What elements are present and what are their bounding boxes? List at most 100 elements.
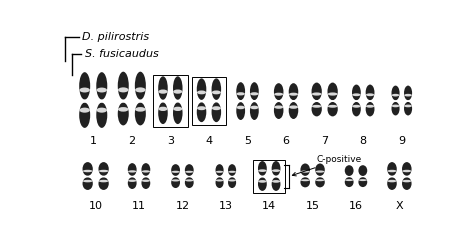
Ellipse shape (328, 92, 337, 96)
Ellipse shape (250, 82, 259, 100)
Ellipse shape (392, 94, 400, 97)
Ellipse shape (118, 100, 129, 102)
Ellipse shape (79, 103, 90, 128)
Ellipse shape (135, 100, 146, 102)
Ellipse shape (99, 177, 109, 190)
Ellipse shape (173, 76, 182, 100)
Text: 10: 10 (89, 200, 103, 210)
Ellipse shape (128, 177, 137, 189)
Ellipse shape (258, 161, 267, 176)
Ellipse shape (404, 105, 412, 107)
Ellipse shape (197, 78, 206, 100)
Ellipse shape (311, 102, 322, 116)
Ellipse shape (141, 177, 150, 189)
Ellipse shape (197, 100, 207, 102)
Ellipse shape (258, 180, 266, 183)
Ellipse shape (272, 180, 280, 183)
Ellipse shape (141, 163, 150, 176)
Ellipse shape (274, 102, 283, 119)
Ellipse shape (185, 179, 193, 182)
Ellipse shape (215, 176, 224, 177)
Ellipse shape (345, 165, 354, 176)
Ellipse shape (173, 89, 182, 94)
Ellipse shape (258, 176, 267, 177)
Ellipse shape (237, 106, 245, 109)
Ellipse shape (358, 177, 367, 187)
Text: 14: 14 (262, 200, 276, 210)
Ellipse shape (236, 102, 245, 120)
Ellipse shape (158, 107, 167, 111)
Ellipse shape (135, 72, 146, 100)
Ellipse shape (79, 72, 90, 100)
Text: S. fusicaudus: S. fusicaudus (85, 49, 159, 59)
Ellipse shape (345, 177, 354, 187)
Ellipse shape (128, 163, 137, 176)
Ellipse shape (387, 180, 397, 182)
Text: 9: 9 (398, 136, 405, 146)
Text: D. pilirostris: D. pilirostris (82, 32, 149, 42)
Ellipse shape (301, 163, 310, 176)
Ellipse shape (142, 180, 150, 182)
Text: 12: 12 (175, 200, 190, 210)
Ellipse shape (96, 72, 107, 100)
Ellipse shape (365, 102, 374, 116)
Ellipse shape (228, 176, 237, 177)
Ellipse shape (228, 179, 236, 182)
Ellipse shape (135, 107, 146, 112)
Ellipse shape (301, 171, 310, 173)
Ellipse shape (128, 180, 137, 182)
Ellipse shape (316, 179, 325, 181)
Ellipse shape (212, 106, 221, 110)
Ellipse shape (328, 83, 338, 100)
Ellipse shape (352, 105, 361, 108)
Text: C-positive: C-positive (292, 155, 362, 176)
Ellipse shape (228, 164, 236, 176)
Ellipse shape (387, 170, 397, 172)
Ellipse shape (99, 162, 109, 176)
Ellipse shape (99, 170, 109, 172)
Ellipse shape (173, 102, 182, 124)
Ellipse shape (250, 102, 259, 120)
Ellipse shape (172, 171, 180, 173)
Ellipse shape (118, 102, 129, 125)
Ellipse shape (80, 108, 90, 113)
Ellipse shape (185, 176, 194, 177)
Ellipse shape (171, 177, 180, 188)
Ellipse shape (345, 179, 353, 181)
Ellipse shape (387, 177, 397, 190)
Ellipse shape (272, 161, 281, 176)
Ellipse shape (258, 177, 267, 191)
Text: 13: 13 (219, 200, 233, 210)
Ellipse shape (118, 107, 128, 112)
Ellipse shape (365, 100, 374, 102)
Ellipse shape (216, 179, 223, 182)
Ellipse shape (312, 105, 321, 108)
Ellipse shape (387, 176, 397, 177)
Ellipse shape (118, 87, 128, 92)
Text: 4: 4 (205, 136, 212, 146)
Ellipse shape (212, 90, 221, 94)
Ellipse shape (315, 163, 325, 176)
Text: 2: 2 (128, 136, 136, 146)
Ellipse shape (216, 177, 224, 188)
Ellipse shape (96, 103, 107, 128)
Bar (153, 75, 188, 127)
Ellipse shape (272, 176, 281, 177)
Ellipse shape (141, 176, 151, 177)
Ellipse shape (352, 100, 361, 102)
Bar (253, 160, 285, 193)
Ellipse shape (211, 102, 221, 122)
Ellipse shape (311, 83, 322, 100)
Ellipse shape (118, 72, 129, 100)
Ellipse shape (135, 87, 146, 92)
Ellipse shape (345, 176, 354, 177)
Ellipse shape (289, 93, 298, 96)
Ellipse shape (352, 85, 361, 100)
Ellipse shape (158, 89, 167, 94)
Ellipse shape (158, 100, 168, 102)
Ellipse shape (392, 86, 400, 100)
Ellipse shape (312, 92, 321, 96)
Ellipse shape (83, 180, 92, 182)
Ellipse shape (359, 179, 367, 181)
Ellipse shape (404, 100, 412, 102)
